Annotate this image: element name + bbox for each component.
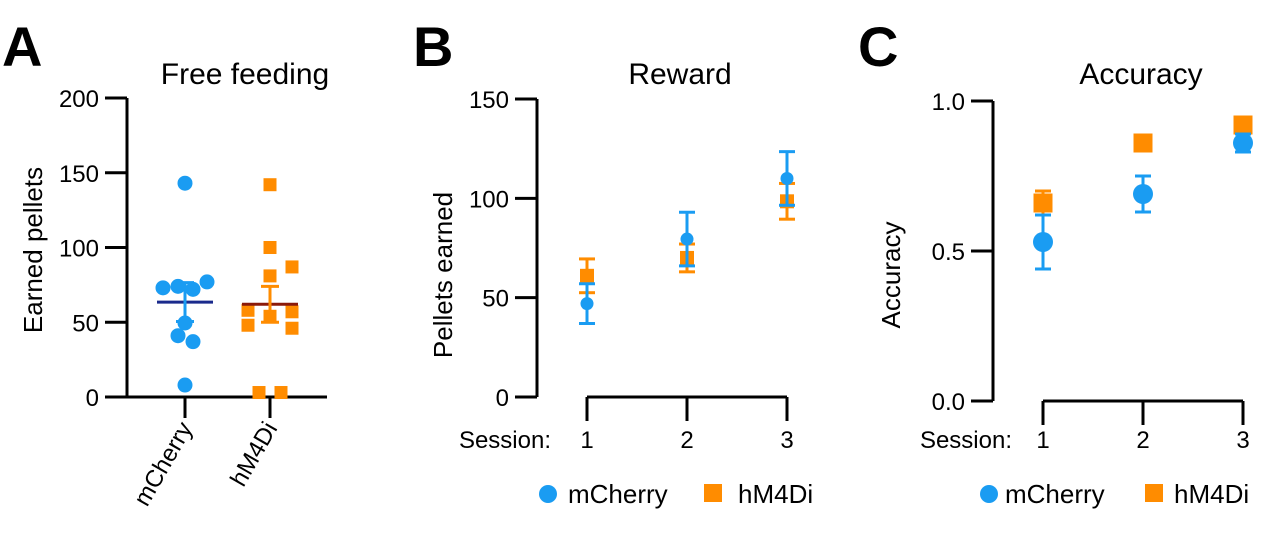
data-point-mcherry — [170, 278, 186, 294]
legend-label-hm4di-b: hM4Di — [738, 479, 813, 509]
legend-marker-hm4di-c — [1145, 484, 1163, 502]
data-point-hm4di — [274, 386, 288, 400]
legend-label-mcherry-b: mCherry — [568, 479, 668, 509]
category-label-mcherry: mCherry — [129, 418, 198, 511]
ylabel-c: Accuracy — [876, 222, 906, 329]
legend-marker-mcherry-c — [980, 485, 998, 503]
xlabel-c: Session: — [920, 427, 1012, 454]
data-point-mcherry — [177, 175, 193, 191]
title-a: Free feeding — [161, 58, 329, 91]
data-point-hm4di — [263, 241, 277, 254]
data-point-hm4di — [241, 318, 255, 332]
data-point-hm4di-c — [1033, 193, 1053, 213]
panel-letter-a: A — [2, 15, 42, 78]
title-b: Reward — [628, 58, 731, 91]
data-point-mcherry — [155, 280, 171, 296]
data-point-hm4di-b — [580, 268, 594, 283]
legend-marker-mcherry-b — [539, 485, 557, 503]
x-tick-label-b: 2 — [680, 427, 693, 454]
y-tick-label-a: 100 — [59, 236, 99, 263]
x-tick-label-b: 3 — [780, 427, 793, 454]
x-tick-label-c: 3 — [1236, 427, 1249, 454]
data-point-hm4di — [285, 260, 299, 274]
data-point-hm4di — [285, 305, 299, 319]
data-point-hm4di-c — [1133, 133, 1153, 153]
y-tick-label-b: 100 — [469, 186, 509, 213]
y-tick-label-a: 200 — [59, 86, 99, 113]
title-c: Accuracy — [1079, 58, 1202, 91]
y-tick-label-b: 150 — [469, 87, 509, 114]
y-tick-label-a: 0 — [86, 385, 99, 412]
y-tick-label-c: 0.5 — [932, 239, 965, 266]
data-point-mcherry — [185, 281, 201, 297]
x-tick-label-b: 1 — [580, 427, 593, 454]
panel-letter-b: B — [413, 15, 453, 78]
data-point-mcherry-b — [580, 297, 594, 311]
data-point-hm4di-c — [1233, 115, 1253, 135]
data-point-mcherry-b — [780, 171, 794, 185]
y-tick-label-c: 1.0 — [932, 89, 965, 116]
y-tick-label-b: 50 — [482, 286, 509, 313]
data-point-mcherry — [199, 274, 215, 290]
data-point-mcherry-b — [680, 232, 694, 246]
data-point-mcherry — [185, 334, 201, 350]
x-tick-label-c: 2 — [1136, 427, 1149, 454]
data-point-hm4di — [252, 386, 266, 400]
legend-marker-hm4di-b — [704, 484, 722, 502]
y-tick-label-a: 50 — [72, 310, 99, 337]
xlabel-b: Session: — [459, 427, 551, 454]
data-point-hm4di — [285, 321, 299, 335]
x-tick-label-c: 1 — [1036, 427, 1049, 454]
legend-label-mcherry-c: mCherry — [1005, 479, 1105, 509]
y-tick-label-c: 0.0 — [932, 389, 965, 416]
data-point-mcherry-c — [1133, 184, 1153, 204]
data-point-hm4di — [263, 178, 277, 192]
legend-label-hm4di-c: hM4Di — [1174, 479, 1249, 509]
category-label-hm4di: hM4Di — [225, 418, 283, 492]
ylabel-a: Earned pellets — [18, 167, 48, 333]
data-point-mcherry — [170, 328, 186, 344]
data-point-hm4di — [241, 303, 255, 317]
data-point-mcherry — [177, 377, 193, 393]
data-point-mcherry-c — [1233, 133, 1253, 153]
y-tick-label-a: 150 — [59, 161, 99, 188]
ylabel-b: Pellets earned — [428, 192, 458, 358]
data-point-mcherry-c — [1033, 232, 1053, 252]
y-tick-label-b: 0 — [496, 385, 509, 412]
data-point-hm4di — [263, 269, 277, 283]
panel-letter-c: C — [858, 15, 898, 78]
